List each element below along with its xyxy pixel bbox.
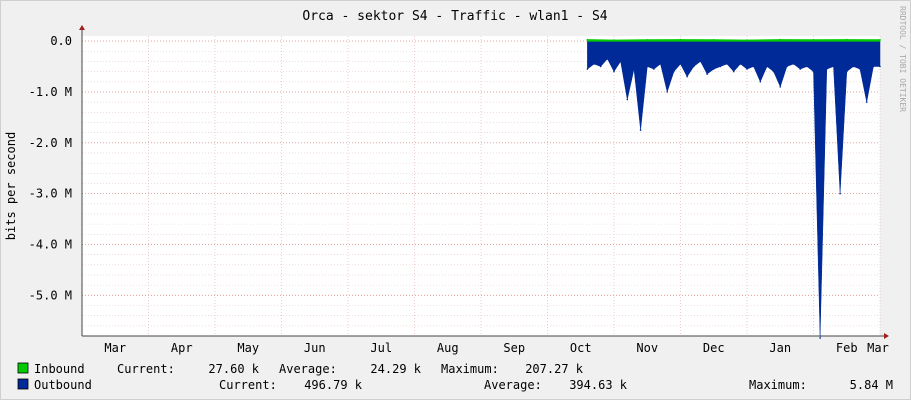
legend-inbound-maximum-value: 207.27 k [525, 362, 584, 376]
series-outbound-area [587, 40, 881, 339]
x-tick-label: Dec [703, 341, 725, 355]
inbound-point [646, 39, 649, 41]
y-tick-label: 0.0 [50, 34, 72, 48]
x-tick-label: Apr [171, 341, 193, 355]
outbound-point [766, 65, 768, 68]
outbound-point [673, 70, 675, 73]
y-tick-label: -3.0 M [29, 187, 72, 201]
x-tick-label: Jan [769, 341, 791, 355]
outbound-point [872, 65, 875, 68]
outbound-point [806, 65, 808, 68]
inbound-point [613, 39, 615, 41]
outbound-point [606, 58, 609, 60]
outbound-point [746, 68, 748, 70]
outbound-point [792, 63, 795, 65]
inbound-point [779, 38, 782, 41]
x-tick-label: May [237, 341, 259, 355]
outbound-point [832, 65, 835, 68]
outbound-point [719, 65, 722, 68]
watermark: RRDTOOL / TOBI OETIKER [898, 6, 907, 112]
outbound-point [626, 98, 629, 101]
outbound-point [639, 129, 642, 131]
legend-inbound-average-label: Average: [279, 362, 337, 376]
outbound-point [779, 86, 782, 88]
outbound-point [693, 65, 695, 68]
outbound-point [812, 70, 815, 73]
outbound-point [613, 70, 615, 73]
outbound-point [706, 73, 708, 75]
x-axis-arrow [884, 333, 889, 339]
outbound-point [646, 65, 649, 68]
outbound-point [759, 80, 762, 83]
outbound-point [633, 68, 635, 70]
outbound-point [653, 68, 655, 70]
outbound-point [686, 75, 688, 78]
outbound-point [752, 65, 755, 68]
inbound-point [679, 38, 682, 41]
inbound-point [746, 39, 748, 41]
legend-outbound-current-value: 496.79 k [304, 378, 363, 392]
legend-swatch-inbound [17, 362, 29, 374]
outbound-point [772, 70, 775, 73]
outbound-point [586, 68, 589, 70]
legend-outbound-maximum-label: Maximum: [749, 378, 807, 392]
legend-outbound-current-label: Current: [219, 378, 277, 392]
series-inbound-area [586, 39, 881, 42]
outbound-point [865, 101, 868, 103]
x-tick-label: Jun [304, 341, 326, 355]
outbound-point [845, 70, 848, 73]
inbound-point [845, 38, 848, 41]
legend-inbound-average-value: 24.29 k [370, 362, 421, 376]
legend-outbound-maximum-value: 5.84 M [850, 378, 893, 392]
chart-title: Orca - sektor S4 - Traffic - wlan1 - S4 [302, 9, 607, 24]
x-tick-label: Feb [836, 341, 858, 355]
legend-outbound-average-label: Average: [484, 378, 542, 392]
outbound-point [732, 70, 735, 73]
outbound-point [799, 68, 801, 70]
outbound-point [726, 63, 728, 65]
y-tick-label: -4.0 M [29, 237, 72, 251]
legend-swatch-outbound [17, 378, 29, 390]
outbound-point [593, 63, 595, 65]
x-tick-label: Sep [503, 341, 525, 355]
legend-inbound-current-value: 27.60 k [208, 362, 259, 376]
outbound-point [826, 68, 828, 70]
outbound-point [599, 65, 602, 68]
outbound-point [712, 68, 715, 70]
x-tick-label: Oct [570, 341, 592, 355]
outbound-point [786, 65, 788, 68]
inbound-point [586, 38, 589, 41]
outbound-point [879, 65, 881, 68]
outbound-point [666, 91, 668, 93]
x-tick-label: Mar [867, 341, 889, 355]
outbound-point [659, 63, 662, 65]
x-tick-label: Aug [437, 341, 459, 355]
x-tick-label: Nov [636, 341, 658, 355]
y-tick-label: -5.0 M [29, 288, 72, 302]
outbound-point [739, 63, 742, 65]
y-tick-label: -1.0 M [29, 85, 72, 99]
legend-name-outbound: Outbound [34, 378, 92, 392]
y-axis-label: bits per second [4, 132, 18, 240]
outbound-point [819, 337, 821, 339]
x-tick-label: Jul [370, 341, 392, 355]
legend-inbound-maximum-label: Maximum: [441, 362, 499, 376]
legend-outbound-average-value: 394.63 k [569, 378, 628, 392]
outbound-point [852, 65, 855, 68]
outbound-point [699, 60, 702, 63]
legend-name-inbound: Inbound [34, 362, 85, 376]
inbound-point [712, 39, 715, 41]
y-axis-arrow [79, 25, 85, 30]
outbound-point [679, 63, 682, 65]
outbound-point [619, 60, 622, 63]
outbound-point [859, 68, 861, 70]
inbound-point [879, 39, 881, 41]
x-tick-label: Mar [104, 341, 126, 355]
y-tick-label: -2.0 M [29, 136, 72, 150]
legend-inbound-current-label: Current: [117, 362, 175, 376]
inbound-point [812, 39, 815, 41]
outbound-point [839, 192, 841, 195]
